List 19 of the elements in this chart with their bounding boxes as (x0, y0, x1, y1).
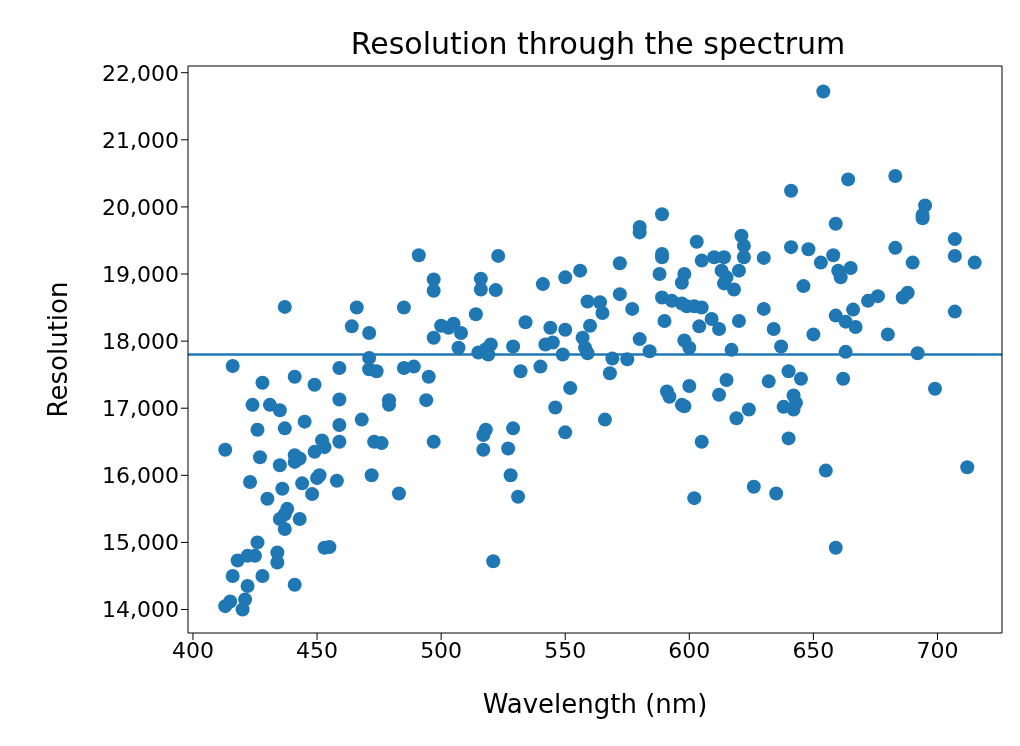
y-tick-label: 15,000 (102, 530, 179, 556)
y-tick-label: 18,000 (102, 328, 179, 354)
y-tick-label: 19,000 (102, 261, 179, 287)
y-tick-label: 17,000 (102, 396, 179, 422)
y-tick-label: 16,000 (102, 463, 179, 489)
x-axis-title: Wavelength (nm) (482, 689, 708, 719)
x-tick-label: 700 (916, 637, 959, 663)
x-tick-label: 400 (171, 637, 214, 663)
x-tick-label: 550 (544, 637, 587, 663)
chart-title: Resolution through the spectrum (349, 26, 847, 61)
y-tick-label: 21,000 (102, 127, 179, 153)
x-tick-label: 500 (420, 637, 463, 663)
y-axis-title: Resolution (43, 281, 74, 418)
x-tick-label: 600 (668, 637, 711, 663)
y-tick-label: 14,000 (102, 597, 179, 623)
x-tick-label: 450 (296, 637, 339, 663)
x-tick-label: 650 (792, 637, 835, 663)
y-tick-label: 20,000 (102, 194, 179, 220)
y-tick-label: 22,000 (102, 60, 179, 86)
